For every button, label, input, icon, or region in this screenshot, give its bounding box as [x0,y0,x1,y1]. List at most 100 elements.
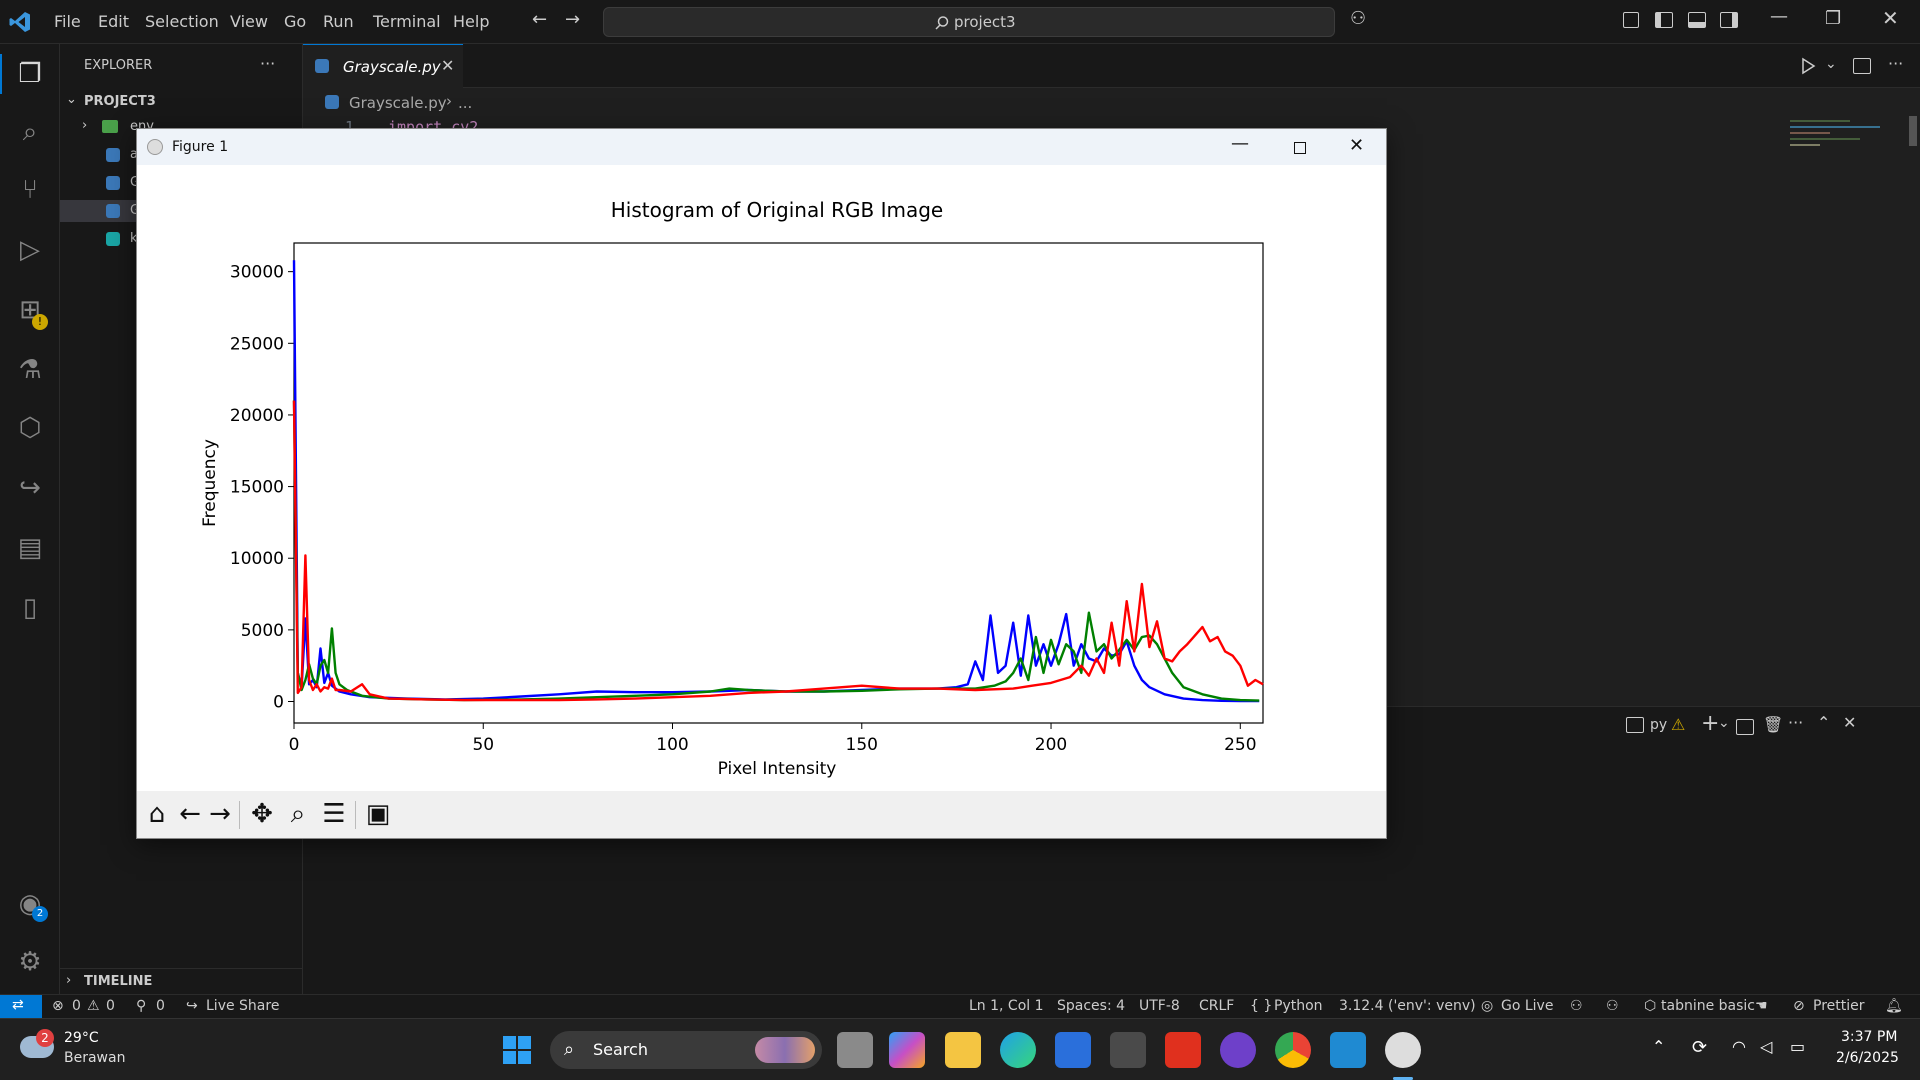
copilot-icon[interactable]: ⚇ [1606,998,1619,1014]
tabnine-status[interactable]: tabnine basic [1661,998,1756,1014]
remote-indicator[interactable]: ⇄ [0,995,42,1019]
chevron-down-icon[interactable]: ⌄ [1718,715,1730,731]
toggle-secondary-sidebar-icon[interactable] [1720,12,1738,28]
maximize-icon[interactable] [1294,142,1306,154]
chevron-right-icon[interactable]: › [66,973,72,988]
testing-icon[interactable]: ⚗ [18,355,42,385]
search-icon[interactable]: ⌕ [22,117,38,147]
prettier-status[interactable]: Prettier [1813,998,1865,1014]
menu-selection[interactable]: Selection [145,12,219,31]
vscode-logo-icon[interactable] [8,10,32,34]
explorer-icon[interactable]: ❐ [18,59,42,89]
split-terminal-icon[interactable] [1736,719,1754,735]
sync-icon[interactable]: ⟳ [1692,1037,1708,1058]
trash-icon[interactable]: 🗑 [1763,715,1784,734]
forward-arrow-icon[interactable]: → [565,9,581,30]
figure-window[interactable]: Figure 1 — ✕ Histogram of Original RGB I… [136,128,1387,839]
task-view-icon[interactable] [837,1032,873,1068]
minimap[interactable] [1790,116,1910,196]
line-ending[interactable]: CRLF [1199,998,1235,1014]
windows-start-icon[interactable] [503,1036,531,1064]
file-explorer-icon[interactable] [945,1032,981,1068]
menu-view[interactable]: View [230,12,268,31]
terminal-icon[interactable] [1626,717,1644,733]
breadcrumb-file[interactable]: Grayscale.py [349,94,447,112]
live-share-status[interactable]: Live Share [206,998,280,1014]
run-python-icon[interactable] [1798,56,1818,76]
menu-run[interactable]: Run [323,12,354,31]
back-arrow-icon[interactable]: ← [532,9,548,30]
tab-grayscale[interactable]: Grayscale.py ✕ [303,44,463,88]
figure-title-bar[interactable]: Figure 1 — ✕ [137,129,1386,165]
close-tab-icon[interactable]: ✕ [441,56,455,75]
close-icon[interactable]: ✕ [1349,135,1365,156]
menu-file[interactable]: File [54,12,81,31]
list-item[interactable]: k [60,228,303,250]
minimize-icon[interactable]: — [1231,133,1249,154]
warning-count[interactable]: 0 [106,998,115,1014]
indentation[interactable]: Spaces: 4 [1057,998,1126,1014]
pan-icon[interactable]: ✥ [251,799,273,829]
live-share-icon[interactable]: ↪ [19,473,41,503]
subplots-config-icon[interactable]: ☰ [322,799,346,829]
toggle-sidebar-icon[interactable] [1655,12,1673,28]
more-actions-icon[interactable]: ··· [260,54,276,73]
wifi-icon[interactable]: ◠ [1732,1037,1746,1056]
project-folder[interactable]: PROJECT3 [84,94,156,109]
chevron-down-icon[interactable]: ⌄ [1825,56,1837,72]
account-sync-icon[interactable]: ⚇ [1570,998,1583,1014]
chrome-icon[interactable] [1275,1032,1311,1068]
matplotlib-taskbar-icon[interactable] [1385,1032,1421,1068]
battery-icon[interactable]: ▭ [1790,1037,1806,1056]
copilot-icon[interactable]: ⚇ [1350,8,1367,29]
menu-go[interactable]: Go [284,12,307,31]
ports-count[interactable]: 0 [156,998,165,1014]
more-actions-icon[interactable]: ··· [1888,54,1904,73]
scrollbar[interactable] [1909,116,1917,146]
save-icon[interactable]: ▣ [365,799,391,829]
menu-help[interactable]: Help [453,12,490,31]
volume-icon[interactable]: ◁ [1760,1037,1773,1056]
taskbar-search[interactable]: ⌕ Search [550,1031,822,1069]
timeline-section[interactable]: TIMELINE [84,974,153,989]
forward-arrow-icon[interactable]: → [209,799,231,829]
add-terminal-icon[interactable]: + [1701,711,1720,736]
github-desktop-icon[interactable] [1220,1032,1256,1068]
close-icon[interactable]: ✕ [1882,6,1899,30]
more-actions-icon[interactable]: ··· [1788,713,1804,732]
list-item[interactable]: a [60,144,303,166]
chevron-up-icon[interactable]: ⌃ [1652,1037,1666,1056]
home-icon[interactable]: ⌂ [148,799,166,829]
terminal-label[interactable]: py [1650,717,1668,733]
source-control-icon[interactable]: ⑂ [22,175,38,205]
bell-icon[interactable]: 🔔︎ [1885,998,1903,1014]
back-arrow-icon[interactable]: ← [179,799,201,829]
panel-icon[interactable]: ▤ [17,533,43,563]
breadcrumb-more[interactable]: ... [458,94,473,112]
store-icon[interactable] [1055,1032,1091,1068]
error-count[interactable]: 0 [72,998,81,1014]
restore-icon[interactable]: ❐ [1825,8,1842,29]
chevron-down-icon[interactable]: ⌄ [66,92,77,107]
weather-desc[interactable]: Berawan [64,1050,126,1066]
go-live[interactable]: Go Live [1501,998,1554,1014]
wps-icon[interactable] [1165,1032,1201,1068]
maximize-panel-icon[interactable]: ⌃ [1817,713,1831,732]
zoom-icon[interactable]: ⌕ [290,799,306,829]
run-debug-icon[interactable]: ▷ [20,235,40,265]
vscode-taskbar-icon[interactable] [1330,1032,1366,1068]
menu-terminal[interactable]: Terminal [373,12,441,31]
encoding[interactable]: UTF-8 [1139,998,1180,1014]
settings-gear-icon[interactable]: ⚙ [18,947,42,977]
toggle-panel-icon[interactable] [1688,12,1706,28]
python-interpreter[interactable]: 3.12.4 ('env': venv) [1339,998,1476,1014]
minimize-icon[interactable]: — [1770,6,1788,27]
device-icon[interactable]: ▯ [22,593,38,623]
menu-edit[interactable]: Edit [98,12,129,31]
weather-temp[interactable]: 29°C [64,1030,99,1046]
clock-date[interactable]: 2/6/2025 [1836,1050,1899,1066]
remote-explorer-icon[interactable]: ⬡ [18,413,42,443]
copilot-app-icon[interactable] [889,1032,925,1068]
list-item[interactable]: G [60,172,303,194]
split-editor-icon[interactable] [1853,58,1871,74]
